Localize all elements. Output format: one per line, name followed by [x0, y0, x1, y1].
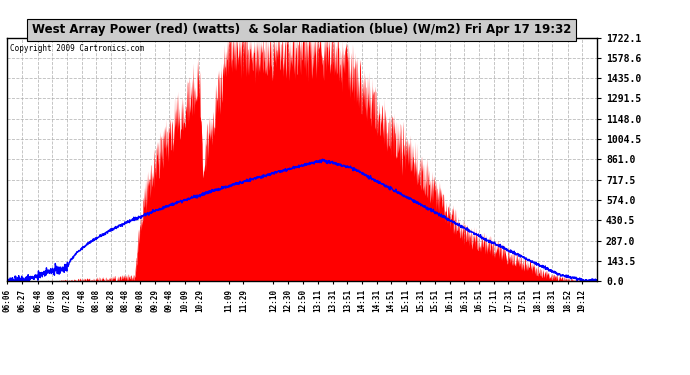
Text: Copyright 2009 Cartronics.com: Copyright 2009 Cartronics.com: [10, 44, 144, 52]
Title: West Array Power (red) (watts)  & Solar Radiation (blue) (W/m2) Fri Apr 17 19:32: West Array Power (red) (watts) & Solar R…: [32, 23, 571, 36]
